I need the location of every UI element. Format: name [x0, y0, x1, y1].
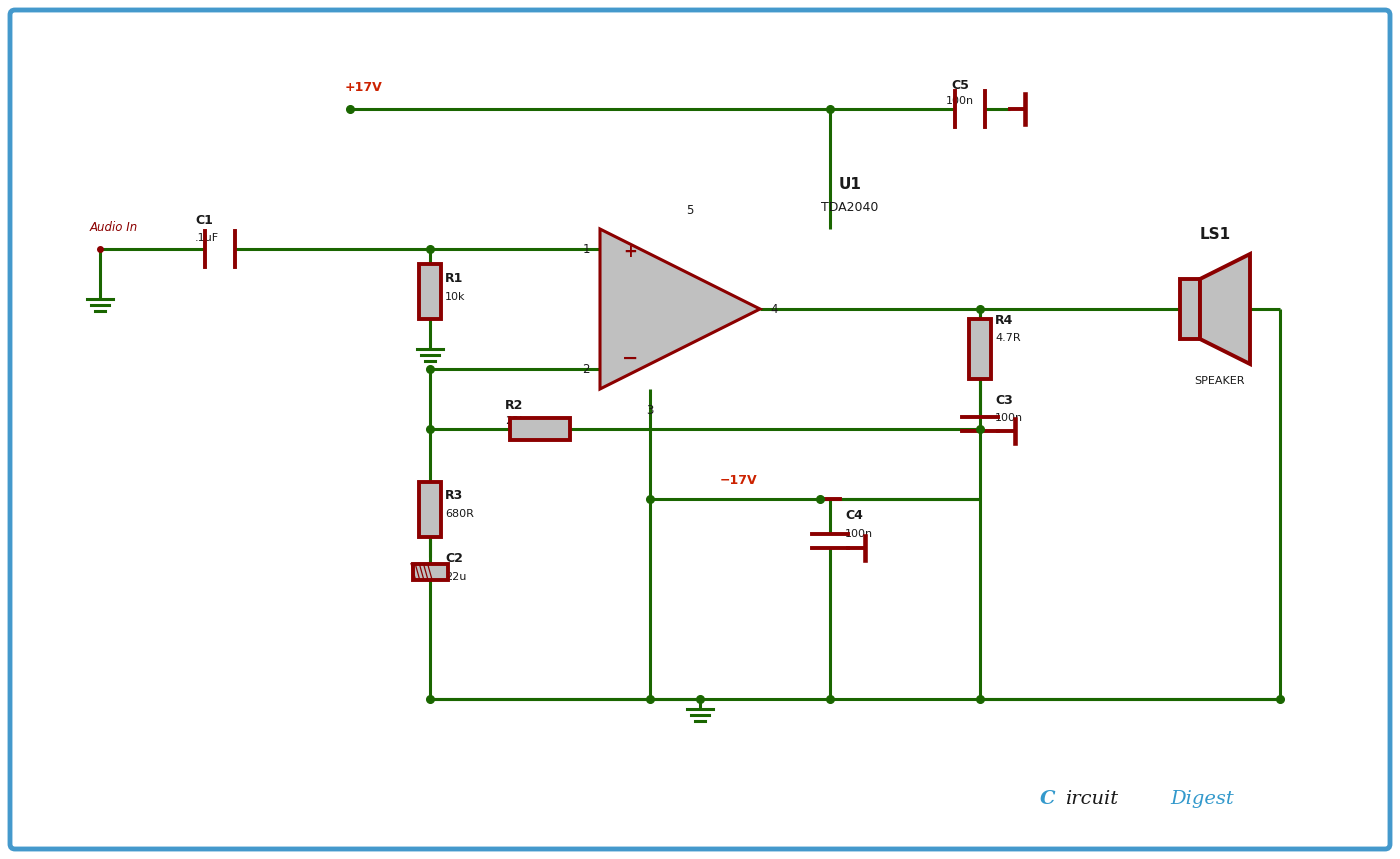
Bar [419, 482, 441, 537]
Text: C: C [1040, 790, 1056, 808]
Text: R1: R1 [445, 271, 463, 284]
Text: U1: U1 [839, 177, 861, 192]
Bar [413, 564, 448, 580]
Text: 4.7R: 4.7R [995, 333, 1021, 343]
Text: 3: 3 [647, 404, 654, 417]
Polygon shape [1200, 254, 1250, 364]
Text: 100n: 100n [946, 96, 974, 106]
Text: 22k: 22k [505, 416, 526, 426]
Text: .1uF: .1uF [195, 233, 220, 243]
Bar [510, 418, 570, 440]
Text: C3: C3 [995, 394, 1012, 407]
Text: Digest: Digest [1170, 790, 1233, 808]
Text: C2: C2 [445, 551, 463, 564]
Text: −17V: −17V [720, 474, 757, 487]
Text: 10k: 10k [445, 291, 465, 302]
Text: C4: C4 [846, 509, 862, 522]
Bar [419, 264, 441, 319]
Text: −: − [622, 349, 638, 368]
Text: 22u: 22u [445, 571, 466, 582]
Text: Audio In: Audio In [90, 221, 139, 234]
Bar [969, 319, 991, 379]
Text: 100n: 100n [846, 529, 874, 539]
Text: ircuit: ircuit [1065, 790, 1119, 808]
Text: C1: C1 [195, 214, 213, 227]
Text: 100n: 100n [995, 413, 1023, 423]
Text: +17V: +17V [344, 81, 382, 94]
Text: R3: R3 [445, 489, 463, 502]
FancyBboxPatch shape [10, 10, 1390, 849]
Text: SPEAKER: SPEAKER [1194, 376, 1245, 386]
Text: 680R: 680R [445, 509, 473, 519]
Text: +: + [623, 243, 637, 261]
Text: 4: 4 [770, 302, 777, 315]
Text: TDA2040: TDA2040 [822, 201, 879, 214]
Text: C5: C5 [951, 79, 969, 92]
Text: 5: 5 [686, 204, 693, 217]
Text: 1: 1 [582, 242, 589, 255]
Bar [1180, 279, 1200, 339]
Text: R4: R4 [995, 314, 1014, 327]
Polygon shape [601, 229, 760, 389]
Text: 2: 2 [582, 362, 589, 375]
Text: R2: R2 [505, 399, 524, 412]
Text: LS1: LS1 [1200, 227, 1231, 242]
